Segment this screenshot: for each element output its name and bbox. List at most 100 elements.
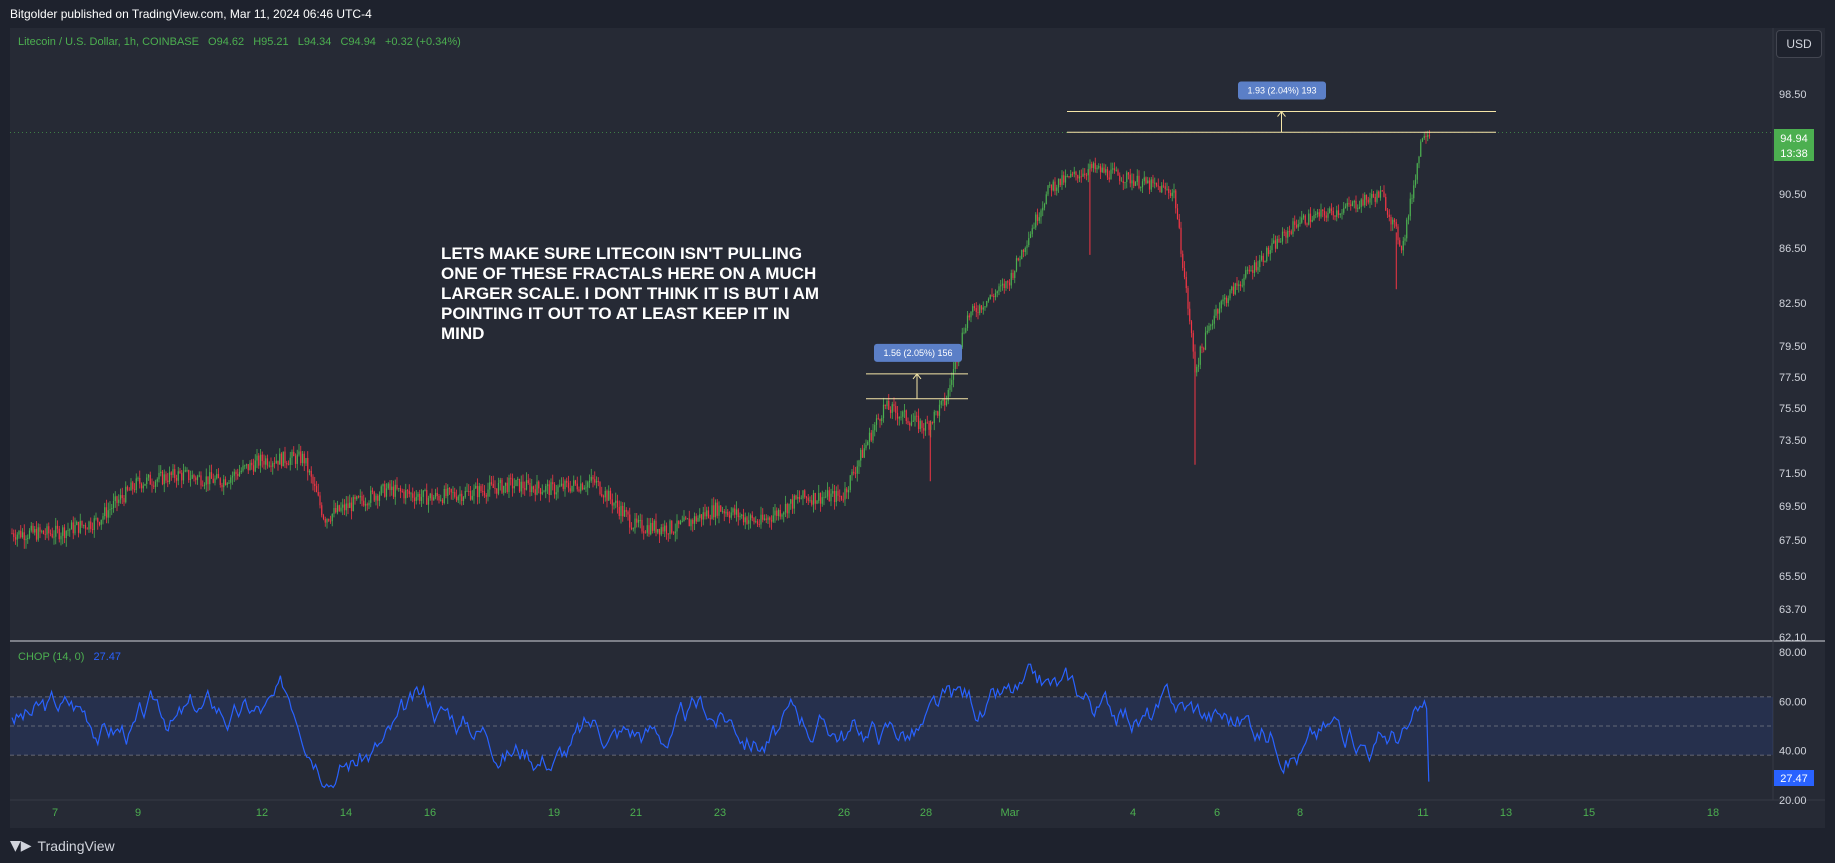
candle-body bbox=[392, 486, 395, 497]
candle-body bbox=[364, 504, 367, 506]
candle-body bbox=[1327, 213, 1329, 218]
candle-body bbox=[1155, 182, 1158, 186]
candle-body bbox=[1278, 238, 1280, 243]
candle-body bbox=[847, 489, 850, 493]
chart-frame[interactable] bbox=[10, 28, 1825, 828]
candle bbox=[1392, 217, 1394, 231]
candle bbox=[1127, 172, 1130, 180]
candle-body bbox=[214, 478, 216, 483]
candle-body bbox=[1257, 267, 1259, 271]
candle-body bbox=[798, 496, 801, 499]
candle-body bbox=[968, 315, 970, 318]
candle-body bbox=[1036, 214, 1039, 221]
candle bbox=[685, 515, 687, 521]
candle bbox=[1372, 190, 1375, 199]
candle bbox=[289, 451, 291, 471]
countdown-label: 13:38 bbox=[1780, 148, 1808, 160]
candle bbox=[1234, 282, 1236, 296]
candle bbox=[224, 476, 227, 486]
candle bbox=[928, 420, 930, 436]
candle-body bbox=[319, 495, 321, 506]
candle bbox=[121, 487, 123, 505]
candle bbox=[1323, 207, 1326, 222]
candle bbox=[349, 494, 351, 509]
candle bbox=[387, 482, 389, 490]
candle bbox=[408, 484, 410, 498]
candle-body bbox=[188, 470, 190, 480]
candle bbox=[1404, 234, 1406, 246]
candle bbox=[1049, 181, 1051, 188]
candle bbox=[1225, 295, 1228, 307]
candle-body bbox=[1091, 164, 1093, 168]
candle-body bbox=[760, 514, 762, 525]
candle-body bbox=[490, 482, 493, 484]
candle-body bbox=[179, 471, 181, 474]
candle bbox=[1309, 207, 1312, 228]
candle bbox=[42, 530, 45, 535]
candle-body bbox=[56, 525, 59, 529]
candle-body bbox=[60, 535, 62, 540]
candle-body bbox=[945, 400, 948, 406]
candle-body bbox=[1343, 208, 1345, 213]
candle-body bbox=[835, 490, 837, 503]
candle bbox=[1283, 228, 1285, 237]
candle bbox=[1246, 266, 1249, 275]
brand[interactable]: ▼▶ TradingView bbox=[10, 838, 115, 854]
candle-body bbox=[289, 457, 291, 465]
candle bbox=[538, 480, 540, 494]
candle bbox=[618, 500, 620, 520]
candle-body bbox=[315, 486, 318, 492]
candle bbox=[275, 453, 277, 464]
candle-body bbox=[585, 487, 587, 489]
candle bbox=[338, 504, 340, 512]
candle bbox=[373, 490, 375, 502]
candle-body bbox=[272, 463, 274, 467]
candle-body bbox=[450, 489, 452, 493]
candle-body bbox=[996, 291, 998, 294]
candle bbox=[515, 479, 517, 487]
candle bbox=[350, 497, 353, 520]
candle bbox=[835, 486, 837, 507]
candle-body bbox=[308, 470, 311, 473]
candle-body bbox=[854, 473, 857, 475]
candle-body bbox=[198, 475, 200, 477]
candle-body bbox=[252, 465, 255, 472]
candle-body bbox=[1220, 301, 1222, 309]
candle bbox=[81, 520, 83, 528]
candle-body bbox=[371, 490, 374, 492]
candle-body bbox=[564, 480, 566, 490]
candle-body bbox=[1040, 210, 1042, 218]
candle-body bbox=[926, 422, 928, 424]
candle bbox=[534, 484, 536, 502]
candle bbox=[686, 518, 689, 520]
candle bbox=[716, 499, 718, 519]
candle bbox=[11, 528, 13, 535]
candle-body bbox=[363, 500, 365, 506]
candle-body bbox=[748, 520, 750, 524]
candle bbox=[1213, 309, 1215, 329]
candle bbox=[718, 501, 720, 524]
candle bbox=[660, 524, 662, 537]
candle-body bbox=[1425, 135, 1427, 138]
currency-button[interactable]: USD bbox=[1776, 30, 1822, 58]
candle bbox=[1402, 236, 1404, 256]
candle-body bbox=[382, 484, 384, 487]
candle-body bbox=[840, 495, 843, 500]
candle-body bbox=[634, 518, 636, 529]
candle bbox=[179, 468, 181, 474]
candle-body bbox=[863, 448, 865, 458]
candle-body bbox=[1197, 364, 1200, 367]
candle-body bbox=[1322, 209, 1324, 212]
candle bbox=[1409, 192, 1411, 221]
candle-body bbox=[280, 453, 283, 467]
candle-body bbox=[695, 516, 697, 522]
candle bbox=[343, 499, 346, 516]
candle bbox=[18, 530, 20, 539]
candle-body bbox=[168, 472, 171, 483]
candle-body bbox=[606, 491, 608, 501]
candle-body bbox=[118, 499, 120, 503]
candle bbox=[777, 508, 780, 521]
candle-body bbox=[1131, 180, 1133, 184]
candle bbox=[728, 511, 731, 524]
